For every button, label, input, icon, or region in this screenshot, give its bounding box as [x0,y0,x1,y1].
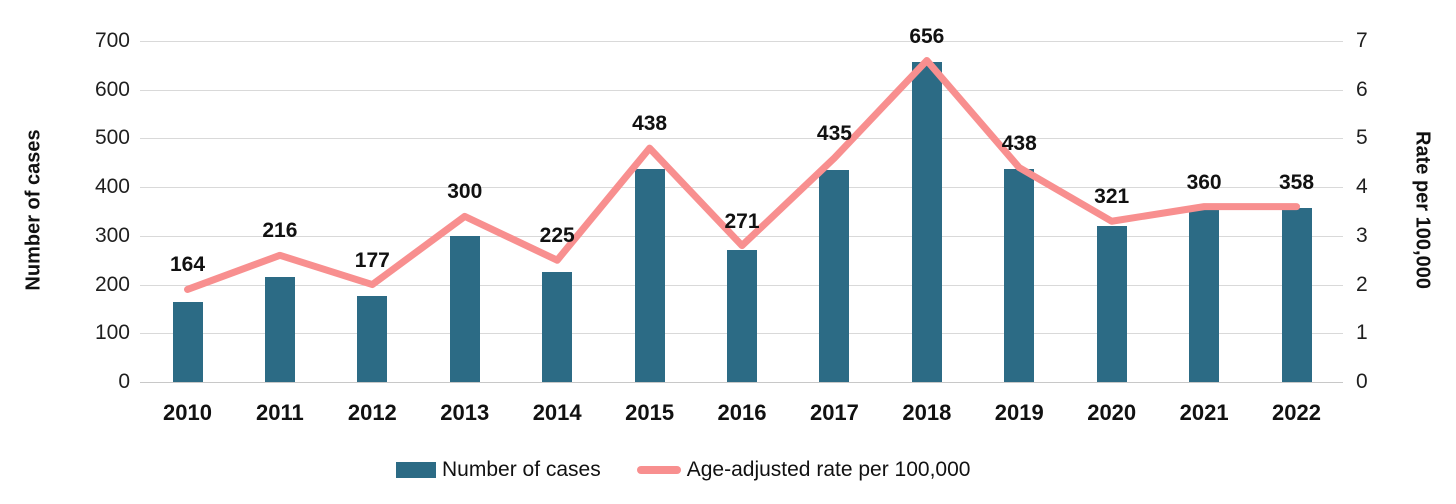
data-label-2012: 177 [354,248,390,272]
x-label-2019: 2019 [994,400,1044,425]
data-label-2011: 216 [262,219,298,243]
gridline-300 [140,235,1343,237]
legend-item-rate: Age-adjusted rate per 100,000 [636,458,971,482]
left-tick-0: 0 [118,370,130,393]
right-tick-6: 6 [1356,77,1368,101]
x-label-2015: 2015 [625,400,675,425]
right-tick-5: 5 [1356,126,1368,150]
data-label-2016: 271 [724,209,760,233]
legend: Number of cases Age-adjusted rate per 10… [396,458,970,482]
data-label-2019: 438 [1001,131,1037,155]
bar-2015 [634,168,665,382]
left-tick-600: 600 [94,77,130,101]
data-label-2018: 656 [909,24,945,48]
gridline-600 [140,89,1343,91]
gridline-0 [140,382,1343,383]
left-axis-title: Number of cases [22,129,45,291]
x-label-2020: 2020 [1087,400,1137,425]
bar-2019 [1004,168,1035,382]
data-label-2021: 360 [1186,170,1222,194]
x-label-2011: 2011 [256,400,304,425]
bar-2018 [911,62,942,382]
data-label-2010: 164 [169,253,206,277]
right-tick-7: 7 [1356,29,1368,52]
bar-2014 [542,272,573,382]
bar-2010 [172,302,203,382]
legend-label-rate: Age-adjusted rate per 100,000 [686,458,971,481]
right-tick-0: 0 [1356,370,1368,393]
right-axis-title: Rate per 100,000 [1411,131,1434,289]
x-label-2014: 2014 [532,400,582,425]
legend-item-cases: Number of cases [396,458,601,482]
rate-line [184,56,1301,293]
bar-2021 [1189,206,1220,382]
right-tick-1: 1 [1356,321,1368,345]
left-tick-700: 700 [94,29,130,52]
x-label-2013: 2013 [440,400,490,425]
data-label-2013: 300 [447,180,483,204]
x-label-2010: 2010 [163,400,212,425]
data-label-2022: 358 [1279,170,1315,194]
plot-area: 164 216 177 300 225 438 271 435 656 438 321 360 358 [140,25,1343,383]
bar-2012 [357,295,388,382]
data-label-2020: 321 [1094,185,1130,209]
left-tick-100: 100 [94,321,130,345]
x-label-2012: 2012 [347,400,397,425]
bar-2022 [1281,207,1312,382]
bar-2013 [449,235,480,382]
legend-label-cases: Number of cases [442,458,601,481]
right-tick-2: 2 [1356,272,1368,296]
bar-series-swatch [396,462,436,478]
bar-2011 [264,276,295,382]
line-series-swatch [636,466,681,474]
right-tick-3: 3 [1356,223,1368,247]
data-label-2017: 435 [816,121,852,145]
data-label-2014: 225 [539,224,575,248]
right-tick-4: 4 [1356,175,1368,199]
x-label-2022: 2022 [1272,400,1321,425]
left-tick-200: 200 [94,272,130,296]
x-label-2021: 2021 [1179,400,1229,425]
data-label-2015: 438 [632,112,668,136]
left-tick-300: 300 [94,223,130,247]
gridline-400 [140,187,1343,189]
gridline-700 [140,41,1343,42]
x-label-2016: 2016 [717,400,767,425]
gridline-500 [140,138,1343,140]
left-tick-400: 400 [94,175,130,199]
rate-line-series [184,56,1301,293]
bar-2017 [819,170,850,382]
left-tick-500: 500 [94,126,130,150]
bar-2016 [727,249,758,382]
x-label-2018: 2018 [902,400,952,425]
bar-2020 [1096,225,1127,382]
x-label-2017: 2017 [809,400,859,425]
